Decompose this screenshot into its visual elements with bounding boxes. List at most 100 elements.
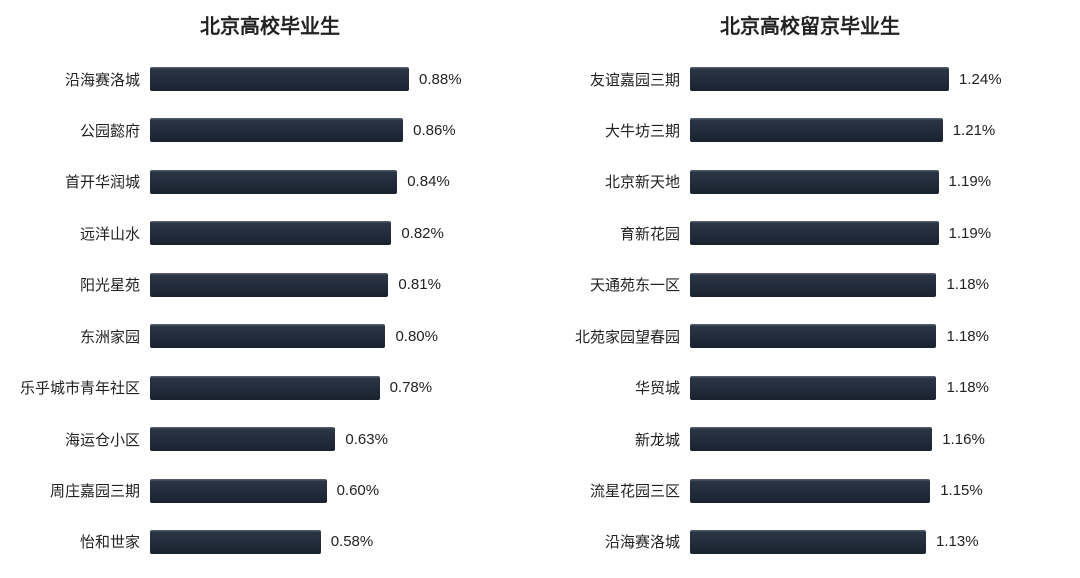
right-chart: 北京高校留京毕业生 友谊嘉园三期1.24%大牛坊三期1.21%北京新天地1.19… [560, 10, 1060, 558]
bar-area: 1.19% [690, 166, 1060, 198]
chart-row: 周庄嘉园三期 0.60% [20, 475, 520, 507]
value-label: 0.81% [398, 276, 441, 293]
chart-row: 海运仓小区 0.63% [20, 423, 520, 455]
bar [690, 221, 939, 245]
bar [690, 67, 949, 91]
category-label: 沿海赛洛城 [20, 69, 150, 90]
category-label: 周庄嘉园三期 [20, 480, 150, 501]
bar-area: 1.21% [690, 114, 1060, 146]
bar [690, 170, 939, 194]
value-label: 1.18% [946, 328, 989, 345]
value-label: 0.58% [331, 533, 374, 550]
category-label: 大牛坊三期 [560, 120, 690, 141]
bar [690, 118, 943, 142]
value-label: 0.78% [390, 379, 433, 396]
charts-container: 北京高校毕业生 沿海赛洛城 0.88% 公园懿府 0.86% 首开华润城0.84% 远洋山… [0, 0, 1080, 578]
chart-row: 友谊嘉园三期 1.24% [560, 63, 1060, 95]
category-label: 沿海赛洛城 [560, 531, 690, 552]
bar [690, 376, 936, 400]
category-label: 新龙城 [560, 429, 690, 450]
bar-area: 0.86% [150, 114, 520, 146]
chart-row: 育新花园 1.19% [560, 217, 1060, 249]
chart-row: 大牛坊三期 1.21% [560, 114, 1060, 146]
value-label: 0.80% [395, 328, 438, 345]
value-label: 1.19% [949, 225, 992, 242]
bar [690, 479, 930, 503]
chart-row: 新龙城 1.16% [560, 423, 1060, 455]
category-label: 阳光星苑 [20, 274, 150, 295]
category-label: 东洲家园 [20, 326, 150, 347]
bar-area: 0.82% [150, 217, 520, 249]
bar-area: 0.81% [150, 269, 520, 301]
value-label: 0.88% [419, 71, 462, 88]
category-label: 海运仓小区 [20, 429, 150, 450]
value-label: 1.18% [946, 379, 989, 396]
chart-row: 乐乎城市青年社区 0.78% [20, 372, 520, 404]
bar-area: 1.18% [690, 372, 1060, 404]
bar [150, 67, 409, 91]
bar [150, 118, 403, 142]
bar-area: 0.78% [150, 372, 520, 404]
category-label: 天通苑东一区 [560, 274, 690, 295]
bar-area: 0.58% [150, 526, 520, 558]
category-label: 华贸城 [560, 377, 690, 398]
bar-area: 0.88% [150, 63, 520, 95]
chart-row: 华贸城 1.18% [560, 372, 1060, 404]
bar-area: 1.18% [690, 320, 1060, 352]
bar-area: 1.19% [690, 217, 1060, 249]
category-label: 流星花园三区 [560, 480, 690, 501]
left-chart: 北京高校毕业生 沿海赛洛城 0.88% 公园懿府 0.86% 首开华润城0.84% 远洋山… [20, 10, 520, 558]
value-label: 1.24% [959, 71, 1002, 88]
bar-area: 1.15% [690, 475, 1060, 507]
bar-area: 0.80% [150, 320, 520, 352]
category-label: 公园懿府 [20, 120, 150, 141]
bar [150, 479, 327, 503]
bar [150, 221, 391, 245]
category-label: 远洋山水 [20, 223, 150, 244]
chart-row: 天通苑东一区 1.18% [560, 269, 1060, 301]
category-label: 育新花园 [560, 223, 690, 244]
chart-row: 北苑家园望春园 1.18% [560, 320, 1060, 352]
chart-row: 公园懿府 0.86% [20, 114, 520, 146]
value-label: 1.18% [946, 276, 989, 293]
bar [150, 427, 335, 451]
category-label: 友谊嘉园三期 [560, 69, 690, 90]
value-label: 1.16% [942, 431, 985, 448]
right-chart-rows: 友谊嘉园三期1.24%大牛坊三期1.21%北京新天地1.19%育新花园1.19%… [560, 63, 1060, 558]
chart-row: 阳光星苑 0.81% [20, 269, 520, 301]
chart-row: 东洲家园 0.80% [20, 320, 520, 352]
chart-row: 首开华润城0.84% [20, 166, 520, 198]
chart-row: 怡和世家0.58% [20, 526, 520, 558]
bar [150, 324, 385, 348]
left-chart-title: 北京高校毕业生 [20, 10, 520, 39]
category-label: 北京新天地 [560, 171, 690, 192]
value-label: 0.86% [413, 122, 456, 139]
bar [690, 427, 932, 451]
bar [150, 376, 380, 400]
bar-area: 0.63% [150, 423, 520, 455]
value-label: 1.15% [940, 482, 983, 499]
bar [690, 324, 936, 348]
bar [150, 170, 397, 194]
bar-area: 0.60% [150, 475, 520, 507]
bar-area: 1.16% [690, 423, 1060, 455]
value-label: 0.82% [401, 225, 444, 242]
bar-area: 1.24% [690, 63, 1060, 95]
value-label: 0.84% [407, 173, 450, 190]
bar-area: 0.84% [150, 166, 520, 198]
bar-area: 1.18% [690, 269, 1060, 301]
chart-row: 沿海赛洛城 1.13% [560, 526, 1060, 558]
value-label: 0.60% [337, 482, 380, 499]
bar [690, 273, 936, 297]
left-chart-rows: 沿海赛洛城 0.88% 公园懿府 0.86% 首开华润城0.84% 远洋山水 0.82% 阳光… [20, 63, 520, 558]
bar [150, 530, 321, 554]
value-label: 1.21% [953, 122, 996, 139]
value-label: 0.63% [345, 431, 388, 448]
bar [690, 530, 926, 554]
chart-row: 流星花园三区 1.15% [560, 475, 1060, 507]
category-label: 乐乎城市青年社区 [20, 377, 150, 398]
value-label: 1.13% [936, 533, 979, 550]
chart-row: 北京新天地1.19% [560, 166, 1060, 198]
bar [150, 273, 388, 297]
category-label: 北苑家园望春园 [560, 326, 690, 347]
